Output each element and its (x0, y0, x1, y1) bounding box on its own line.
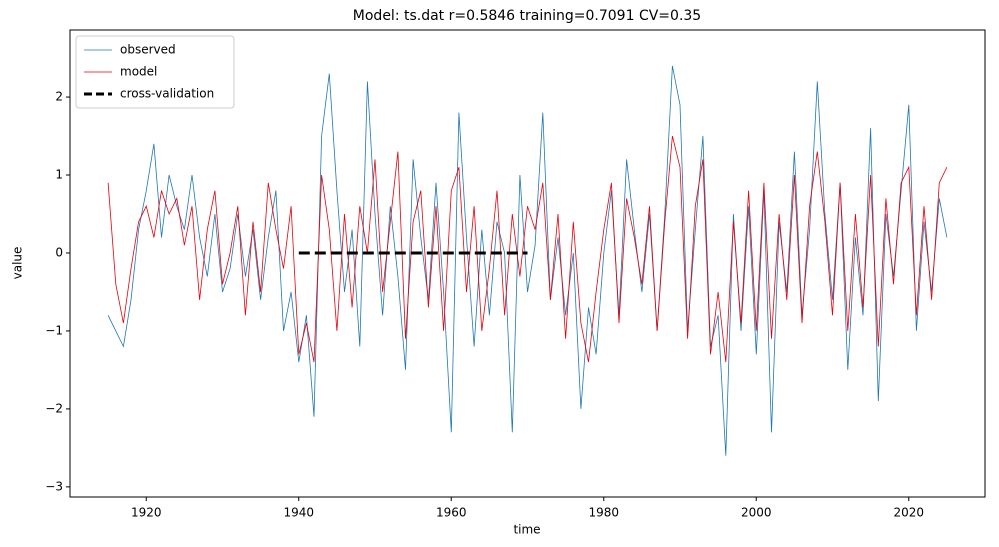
legend-box (75, 35, 235, 109)
x-tick-label: 1920 (131, 506, 162, 520)
x-tick-label: 1980 (588, 506, 619, 520)
chart-title: Model: ts.dat r=0.5846 training=0.7091 C… (353, 8, 701, 24)
legend-label: model (120, 65, 157, 79)
x-tick-label: 2000 (741, 506, 772, 520)
series-line (107, 65, 948, 456)
x-axis-label: time (513, 523, 540, 537)
x-tick-label: 2020 (893, 506, 924, 520)
y-tick-label: −2 (45, 401, 63, 415)
x-tick-label: 1940 (283, 506, 314, 520)
y-tick-label: 1 (55, 168, 63, 182)
legend-label: cross-validation (120, 87, 214, 101)
y-tick-label: −3 (45, 479, 63, 493)
plot-frame (69, 29, 986, 498)
legend-label: observed (120, 43, 176, 57)
y-axis-label: value (11, 247, 25, 280)
series-line (107, 135, 948, 363)
y-tick-label: 0 (55, 245, 63, 259)
y-tick-label: 2 (55, 90, 63, 104)
y-tick-label: −1 (45, 323, 63, 337)
x-tick-label: 1960 (436, 506, 467, 520)
